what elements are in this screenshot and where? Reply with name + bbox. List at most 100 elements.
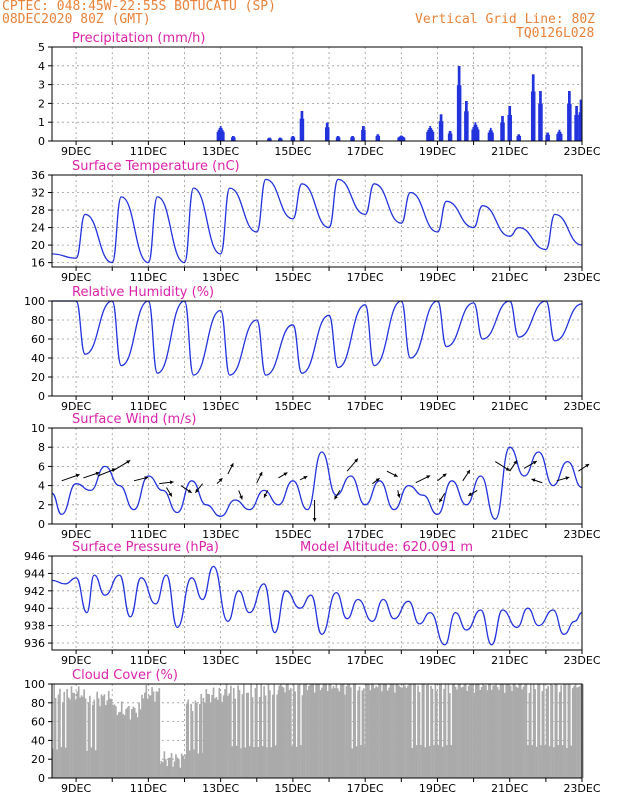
cloud-cover-bar — [57, 694, 60, 778]
cloud-cover-bar — [290, 688, 292, 778]
panel-1: Precipitation (mm/h) 0 1 2 3 4 5 9DEC 11DEC 13DEC… — [38, 31, 601, 158]
precip-bar — [217, 129, 220, 141]
cloud-cover-bar — [191, 711, 194, 778]
x-tick-label: 11DEC — [130, 782, 167, 795]
cloud-cover-bar — [540, 745, 542, 778]
cloud-cover-bar — [176, 757, 179, 778]
cloud-cover-bar — [369, 690, 372, 778]
cloud-cover-bar — [53, 684, 55, 778]
cloud-cover-bar — [514, 684, 516, 778]
precip-bar — [574, 114, 577, 141]
cloud-cover-bar — [292, 684, 295, 778]
series-line — [51, 178, 583, 264]
cloud-cover-bar — [519, 684, 522, 778]
cloud-cover-bar — [407, 685, 409, 778]
cloud-cover-bar — [238, 690, 241, 778]
cloud-cover-bar — [116, 715, 119, 778]
cloud-cover-bar — [276, 694, 278, 778]
x-tick-label: 15DEC — [274, 271, 311, 284]
cloud-cover-bar — [190, 703, 192, 778]
precip-bar — [218, 127, 221, 141]
cloud-cover-bar — [574, 684, 577, 778]
precip-bar — [578, 112, 581, 141]
cloud-cover-bar — [492, 685, 495, 778]
cloud-cover-bar — [444, 684, 447, 778]
wind-arrow-head — [565, 476, 570, 480]
cloud-cover-bar — [538, 684, 541, 778]
wind-arrow-head — [393, 473, 398, 477]
wind-arrow-head — [442, 473, 447, 478]
cloud-cover-bar — [131, 709, 133, 778]
cloud-cover-bar — [379, 684, 382, 778]
cloud-cover-bar — [219, 693, 222, 778]
x-tick-label: 9DEC — [61, 145, 91, 158]
x-tick-label: 11DEC — [130, 654, 167, 667]
wind-arrow-head — [531, 478, 536, 482]
cloud-cover-bar — [472, 684, 474, 778]
cloud-cover-bar — [298, 684, 301, 778]
cloud-cover-bar — [86, 750, 88, 778]
wind-arrow-head — [513, 460, 517, 465]
cloud-cover-bar — [305, 684, 307, 778]
panel-3: Relative Humidity (%) 0 20 40 60 80 100 9DEC 11D… — [24, 285, 601, 413]
precip-bar — [556, 133, 559, 141]
y-tick-label: 16 — [31, 257, 45, 270]
cloud-cover-bar — [488, 684, 490, 778]
precip-bar — [428, 127, 431, 141]
cloud-cover-bar — [157, 691, 159, 778]
precip-bar — [530, 91, 533, 141]
precip-bar — [220, 127, 223, 141]
precip-bar — [459, 85, 462, 141]
cloud-cover-bar — [326, 691, 329, 778]
precip-bar — [299, 118, 302, 141]
x-tick-label: 15DEC — [274, 654, 311, 667]
precip-bar — [545, 134, 548, 141]
cloud-cover-bar — [457, 684, 460, 778]
precip-bar — [375, 136, 378, 141]
cloud-cover-bar — [499, 684, 502, 778]
cloud-cover-bar — [313, 692, 316, 778]
cloud-cover-bar — [270, 747, 273, 778]
cloud-cover-bar — [436, 690, 438, 778]
y-tick-label: 10 — [31, 422, 45, 435]
cloud-cover-bar — [225, 684, 228, 778]
cloud-cover-bar — [309, 684, 312, 778]
wind-arrow-head — [468, 492, 473, 496]
cloud-cover-bar — [541, 691, 544, 778]
cloud-cover-bar — [61, 702, 64, 778]
cloud-cover-bar — [113, 704, 116, 778]
precip-bar — [324, 127, 327, 141]
cloud-cover-bar — [511, 691, 513, 778]
cloud-cover-bar — [254, 688, 257, 778]
cloud-cover-bar — [179, 767, 182, 778]
precip-bar — [457, 66, 460, 141]
cloud-cover-bar — [564, 684, 567, 778]
precip-bar — [429, 125, 432, 141]
y-tick-label: 0 — [38, 390, 45, 403]
cloud-cover-bar — [392, 684, 395, 778]
precip-bar — [268, 137, 271, 141]
cloud-cover-bar — [106, 700, 109, 778]
cloud-cover-bar — [141, 694, 143, 778]
cloud-cover-bar — [154, 701, 156, 778]
wind-arrow-head — [169, 480, 174, 485]
cloud-cover-bar — [402, 684, 405, 778]
cloud-cover-bar — [486, 690, 489, 778]
cloud-cover-bar — [469, 684, 471, 778]
precip-bar — [350, 137, 353, 141]
precip-bar — [477, 129, 480, 141]
cloud-cover-bar — [440, 684, 442, 778]
y-tick-label: 100 — [24, 678, 45, 691]
cloud-cover-bar — [83, 689, 85, 778]
x-tick-label: 9DEC — [61, 782, 91, 795]
precip-bar — [448, 131, 451, 141]
x-tick-label: 13DEC — [202, 400, 239, 413]
cloud-cover-bar — [373, 688, 376, 778]
cloud-cover-bar — [89, 695, 91, 778]
cloud-cover-bar — [550, 684, 552, 778]
cloud-cover-bar — [339, 684, 342, 778]
panel-frame — [51, 300, 583, 397]
cloud-cover-bar — [129, 719, 132, 778]
y-tick-label: 40 — [31, 352, 45, 365]
